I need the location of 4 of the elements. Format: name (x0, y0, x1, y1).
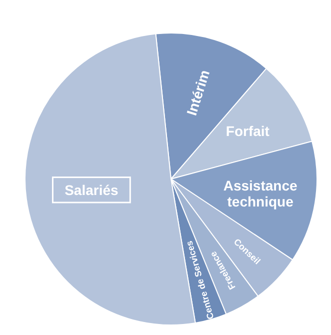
slice-label: Assistance technique (223, 177, 298, 210)
slice-label: Salariés (64, 182, 119, 198)
slice-label: Intérim (183, 68, 213, 118)
slice-label: Forfait (226, 122, 270, 139)
